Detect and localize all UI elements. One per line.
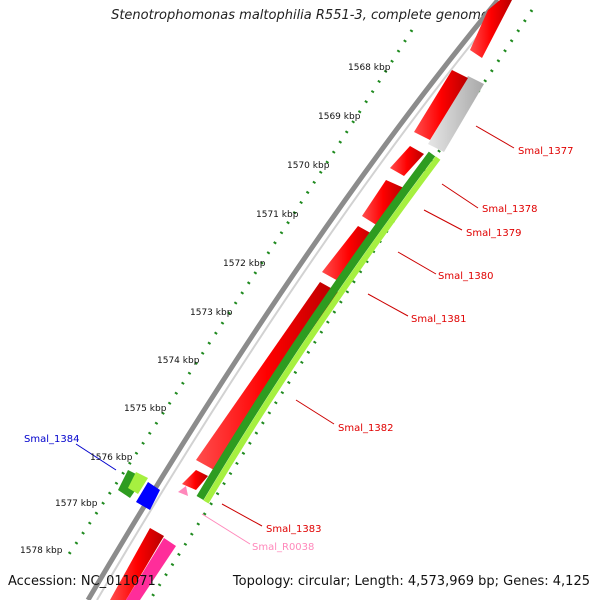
gene-label[interactable]: Smal_1380 — [438, 271, 493, 282]
outer-tick-dotline — [63, 29, 414, 561]
gene-smal-1384-light — [128, 472, 148, 494]
cds-1379 — [390, 146, 424, 176]
tick-label: 1570 kbp — [287, 161, 330, 171]
tick-label: 1571 kbp — [256, 210, 299, 220]
gene-label[interactable]: Smal_1383 — [266, 524, 321, 535]
gene-track-dark — [196, 151, 436, 501]
tick-label: 1578 kbp — [20, 546, 63, 556]
gene-label[interactable]: Smal_1384 — [24, 434, 79, 445]
tick-label: 1576 kbp — [90, 453, 133, 463]
rna-smal-r0038 — [178, 486, 188, 496]
gene-label[interactable]: Smal_1377 — [518, 146, 573, 157]
cog-smal-1384 — [136, 482, 160, 510]
tick-label: 1577 kbp — [55, 499, 98, 509]
genome-summary-text: Topology: circular; Length: 4,573,969 bp… — [232, 574, 590, 589]
gene-block-top-cds — [470, 0, 512, 58]
gene-label[interactable]: Smal_1379 — [466, 228, 521, 239]
tick-label: 1574 kbp — [157, 356, 200, 366]
cds-1383 — [182, 470, 208, 490]
cds-bottom — [110, 528, 164, 600]
cds-1380 — [362, 180, 404, 226]
cds-1382 — [196, 282, 338, 470]
rna-bottom — [126, 538, 176, 600]
accession-text: Accession: NC_011071 — [8, 574, 156, 589]
tick-label: 1573 kbp — [190, 308, 233, 318]
cds-1378 — [414, 70, 468, 140]
gene-label[interactable]: Smal_1378 — [482, 204, 537, 215]
gene-label[interactable]: Smal_R0038 — [252, 542, 314, 553]
tick-label: 1572 kbp — [223, 259, 266, 269]
cds-1381 — [322, 226, 376, 282]
inner-tick-dotline — [148, 9, 534, 600]
tick-label: 1568 kbp — [348, 63, 391, 73]
gene-label[interactable]: Smal_1381 — [411, 314, 466, 325]
backbone-arc-inner — [96, 0, 508, 600]
tick-label: 1575 kbp — [124, 404, 167, 414]
map-title: Stenotrophomonas maltophilia R551-3, com… — [111, 8, 489, 23]
gene-block-smal-1377 — [428, 76, 484, 152]
tick-label: 1569 kbp — [318, 112, 361, 122]
gene-label[interactable]: Smal_1382 — [338, 423, 393, 434]
gene-track-light — [203, 156, 441, 504]
